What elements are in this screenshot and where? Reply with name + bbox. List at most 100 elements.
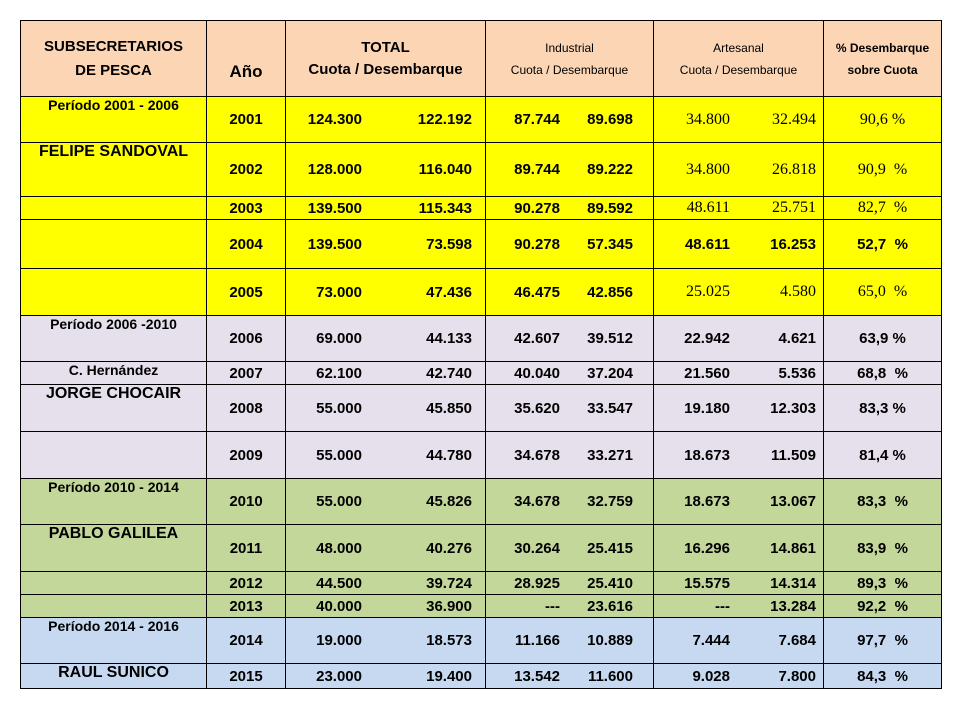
artesanal-cell: 9.028 7.800 xyxy=(653,663,824,689)
total-cell-quota: 128.000 xyxy=(307,161,362,178)
industrial-cell: 42.607 39.512 xyxy=(485,315,654,362)
industrial-cell-quota: 34.678 xyxy=(514,493,560,510)
table-row: Período 2006 -2010 2006 69.000 44.133 42.607… xyxy=(20,315,942,362)
artesanal-cell-landing: 25.751 xyxy=(772,199,816,216)
total-cell-landing: 45.826 xyxy=(426,493,472,510)
industrial-cell-landing: 89.698 xyxy=(587,111,633,128)
year-cell: 2002 xyxy=(206,142,286,197)
total-cell: 19.000 18.573 xyxy=(285,617,486,664)
total-cell: 55.000 45.826 xyxy=(285,478,486,525)
artesanal-cell: --- 13.284 xyxy=(653,594,824,618)
industrial-cell: 89.744 89.222 xyxy=(485,142,654,197)
secretary-cell xyxy=(20,219,207,269)
industrial-cell: 30.264 25.415 xyxy=(485,524,654,572)
artesanal-cell-quota: 7.444 xyxy=(692,632,730,649)
industrial-cell-quota: 89.744 xyxy=(514,161,560,178)
table-row: 2009 55.000 44.780 34.678 33.271 18.673 11.509… xyxy=(20,431,942,479)
total-cell-quota: 23.000 xyxy=(316,667,362,685)
total-cell: 124.300 122.192 xyxy=(285,96,486,143)
total-cell: 139.500 73.598 xyxy=(285,219,486,269)
artesanal-cell: 22.942 4.621 xyxy=(653,315,824,362)
artesanal-cell-quota: 34.800 xyxy=(686,160,730,178)
total-cell-landing: 44.780 xyxy=(426,446,472,464)
industrial-cell-quota: 40.040 xyxy=(514,364,560,382)
artesanal-cell: 18.673 13.067 xyxy=(653,478,824,525)
secretary-cell xyxy=(20,571,207,595)
artesanal-cell-quota: 48.611 xyxy=(686,199,730,216)
industrial-cell-quota: 13.542 xyxy=(514,667,560,685)
total-cell: 73.000 47.436 xyxy=(285,268,486,316)
artesanal-cell: 34.800 26.818 xyxy=(653,142,824,197)
artesanal-cell: 48.611 25.751 xyxy=(653,196,824,220)
header-year: Año xyxy=(206,20,286,97)
table-row: 2013 40.000 36.900 --- 23.616 --- 13.284 92,2 % xyxy=(20,594,942,618)
total-cell-landing: 45.850 xyxy=(426,399,472,417)
year-cell: 2006 xyxy=(206,315,286,362)
total-cell-quota: 44.500 xyxy=(316,574,362,592)
header-pct: % Desembarque sobre Cuota xyxy=(823,20,942,97)
artesanal-cell-quota: 19.180 xyxy=(684,399,730,417)
industrial-cell-quota: 30.264 xyxy=(514,539,560,557)
artesanal-cell: 18.673 11.509 xyxy=(653,431,824,479)
industrial-cell-landing: 89.592 xyxy=(587,199,633,217)
industrial-cell: 90.278 57.345 xyxy=(485,219,654,269)
industrial-cell-landing: 33.547 xyxy=(587,399,633,417)
total-cell-landing: 122.192 xyxy=(417,111,472,128)
table-row: FELIPE SANDOVAL 2002 128.000 116.040 89.744 8… xyxy=(20,142,942,197)
artesanal-cell: 21.560 5.536 xyxy=(653,361,824,385)
industrial-cell-quota: --- xyxy=(545,597,560,615)
table-row: PABLO GALILEA 2011 48.000 40.276 30.264 25.41… xyxy=(20,524,942,572)
industrial-cell-landing: 89.222 xyxy=(587,161,633,178)
artesanal-cell-landing: 26.818 xyxy=(772,160,816,178)
pct-cell: 89,3 % xyxy=(823,571,942,595)
artesanal-cell-quota: 34.800 xyxy=(686,110,730,128)
total-cell: 55.000 44.780 xyxy=(285,431,486,479)
industrial-cell: 34.678 33.271 xyxy=(485,431,654,479)
artesanal-cell: 19.180 12.303 xyxy=(653,384,824,432)
total-cell: 62.100 42.740 xyxy=(285,361,486,385)
year-cell: 2003 xyxy=(206,196,286,220)
total-cell-landing: 73.598 xyxy=(426,235,472,253)
artesanal-cell-landing: 5.536 xyxy=(778,364,816,382)
industrial-cell: 90.278 89.592 xyxy=(485,196,654,220)
total-cell-landing: 47.436 xyxy=(426,283,472,301)
artesanal-cell-quota: 25.025 xyxy=(686,283,730,300)
table-row: Período 2010 - 2014 2010 55.000 45.826 34.67… xyxy=(20,478,942,525)
total-cell-landing: 36.900 xyxy=(426,597,472,615)
industrial-cell-quota: 35.620 xyxy=(514,399,560,417)
industrial-cell-quota: 28.925 xyxy=(514,574,560,592)
table-row: C. Hernández 2007 62.100 42.740 40.040 37.204… xyxy=(20,361,942,385)
year-cell: 2012 xyxy=(206,571,286,595)
pct-cell: 83,3 % xyxy=(823,384,942,432)
total-cell-quota: 69.000 xyxy=(316,330,362,347)
industrial-cell-landing: 33.271 xyxy=(587,446,633,464)
total-cell: 139.500 115.343 xyxy=(285,196,486,220)
total-cell-landing: 44.133 xyxy=(426,330,472,347)
artesanal-cell: 7.444 7.684 xyxy=(653,617,824,664)
industrial-cell: 87.744 89.698 xyxy=(485,96,654,143)
pct-cell: 90,6 % xyxy=(823,96,942,143)
header-total: TOTAL Cuota / Desembarque xyxy=(285,20,486,97)
artesanal-cell-quota: 22.942 xyxy=(684,330,730,347)
artesanal-cell: 15.575 14.314 xyxy=(653,571,824,595)
secretary-cell: FELIPE SANDOVAL xyxy=(20,142,207,197)
total-cell-quota: 19.000 xyxy=(316,632,362,649)
pct-cell: 81,4 % xyxy=(823,431,942,479)
secretary-cell xyxy=(20,594,207,618)
total-cell-quota: 139.500 xyxy=(307,199,362,217)
pct-cell: 92,2 % xyxy=(823,594,942,618)
industrial-cell-quota: 42.607 xyxy=(514,330,560,347)
industrial-cell-landing: 57.345 xyxy=(587,235,633,253)
total-cell-quota: 55.000 xyxy=(316,399,362,417)
pct-cell: 65,0 % xyxy=(823,268,942,316)
industrial-cell-landing: 32.759 xyxy=(587,493,633,510)
pct-cell: 68,8 % xyxy=(823,361,942,385)
pct-cell: 90,9 % xyxy=(823,142,942,197)
year-cell: 2001 xyxy=(206,96,286,143)
year-cell: 2007 xyxy=(206,361,286,385)
industrial-cell-landing: 25.410 xyxy=(587,574,633,592)
artesanal-cell-landing: 7.684 xyxy=(778,632,816,649)
year-cell: 2004 xyxy=(206,219,286,269)
industrial-cell: 11.166 10.889 xyxy=(485,617,654,664)
industrial-cell-quota: 46.475 xyxy=(514,283,560,301)
